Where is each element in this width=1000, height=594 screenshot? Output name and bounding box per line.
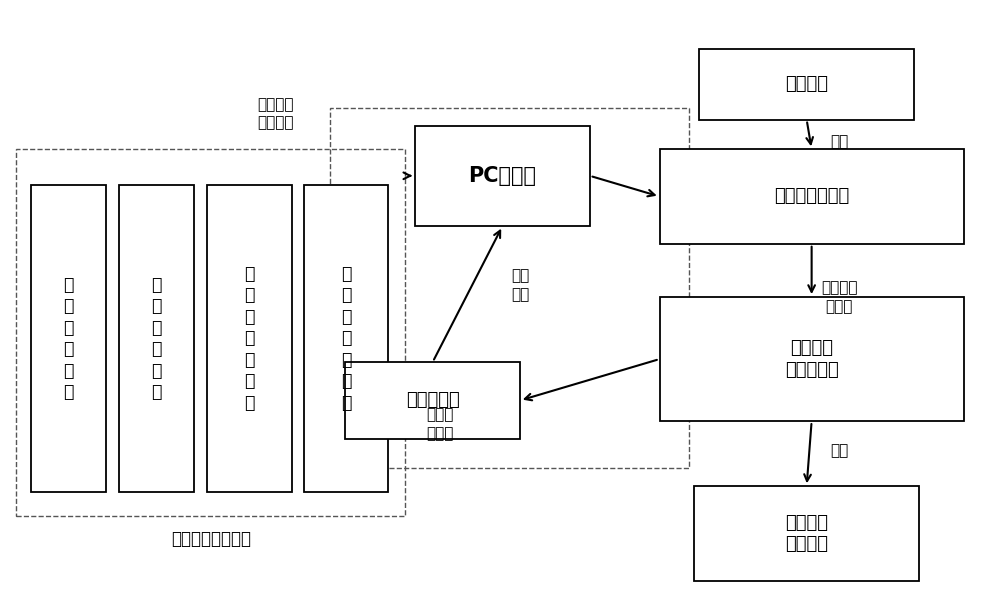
Text: 线圈电流控制器: 线圈电流控制器 xyxy=(774,188,849,206)
Bar xyxy=(207,185,292,492)
Text: 供电: 供电 xyxy=(830,135,848,150)
Text: 多层密绕
通电螺线管: 多层密绕 通电螺线管 xyxy=(785,339,839,379)
Bar xyxy=(119,185,194,492)
Text: 霍
尔
电
压
传
感
器: 霍 尔 电 压 传 感 器 xyxy=(341,265,351,412)
Bar xyxy=(330,108,689,469)
Text: 切
向
力
传
感
器: 切 向 力 传 感 器 xyxy=(64,276,74,401)
Bar xyxy=(345,362,520,439)
Bar xyxy=(694,486,919,581)
Bar xyxy=(16,149,405,516)
Bar xyxy=(304,185,388,492)
Text: 环境数据采集模块: 环境数据采集模块 xyxy=(171,530,251,548)
Bar xyxy=(699,49,914,119)
Text: 法
向
力
传
感
器: 法 向 力 传 感 器 xyxy=(151,276,162,401)
Bar xyxy=(660,149,964,244)
Text: 调节: 调节 xyxy=(830,443,848,458)
Bar xyxy=(31,185,106,492)
Text: PC服务器: PC服务器 xyxy=(468,166,536,186)
Text: 直流电源: 直流电源 xyxy=(785,75,828,93)
Text: 弓网动态
参数采集: 弓网动态 参数采集 xyxy=(257,97,294,131)
Text: 磁场调
控模块: 磁场调 控模块 xyxy=(426,407,454,441)
Text: 磁感应强
度调节: 磁感应强 度调节 xyxy=(821,280,857,314)
Text: 电流传感器: 电流传感器 xyxy=(406,391,460,409)
Text: 接触区域
磨屑分布: 接触区域 磨屑分布 xyxy=(785,514,828,553)
Text: 霍
尔
电
流
传
感
器: 霍 尔 电 流 传 感 器 xyxy=(244,265,254,412)
Text: 闭环
反馈: 闭环 反馈 xyxy=(511,268,529,302)
Bar xyxy=(660,297,964,421)
Bar xyxy=(415,125,590,226)
